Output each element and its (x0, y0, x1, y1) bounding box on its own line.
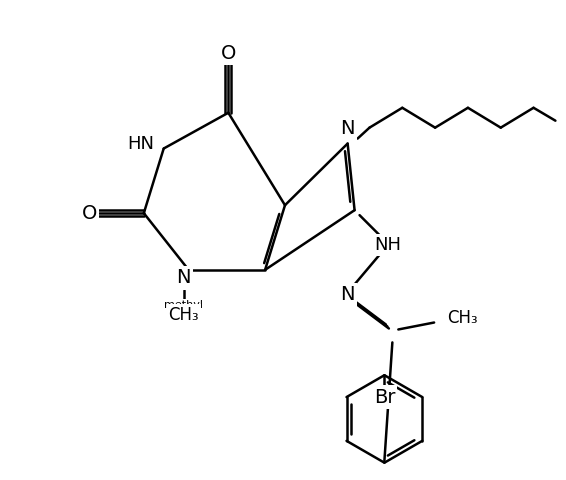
Text: methyl: methyl (164, 300, 203, 310)
Text: N: N (340, 119, 355, 138)
Text: O: O (221, 44, 236, 62)
Text: NH: NH (374, 236, 401, 254)
Text: HN: HN (127, 134, 155, 153)
Text: N: N (340, 285, 355, 304)
Text: N: N (177, 268, 191, 288)
Text: O: O (82, 204, 97, 223)
Text: Br: Br (374, 387, 395, 407)
Text: CH₃: CH₃ (168, 306, 199, 324)
Text: CH₃: CH₃ (447, 309, 478, 326)
